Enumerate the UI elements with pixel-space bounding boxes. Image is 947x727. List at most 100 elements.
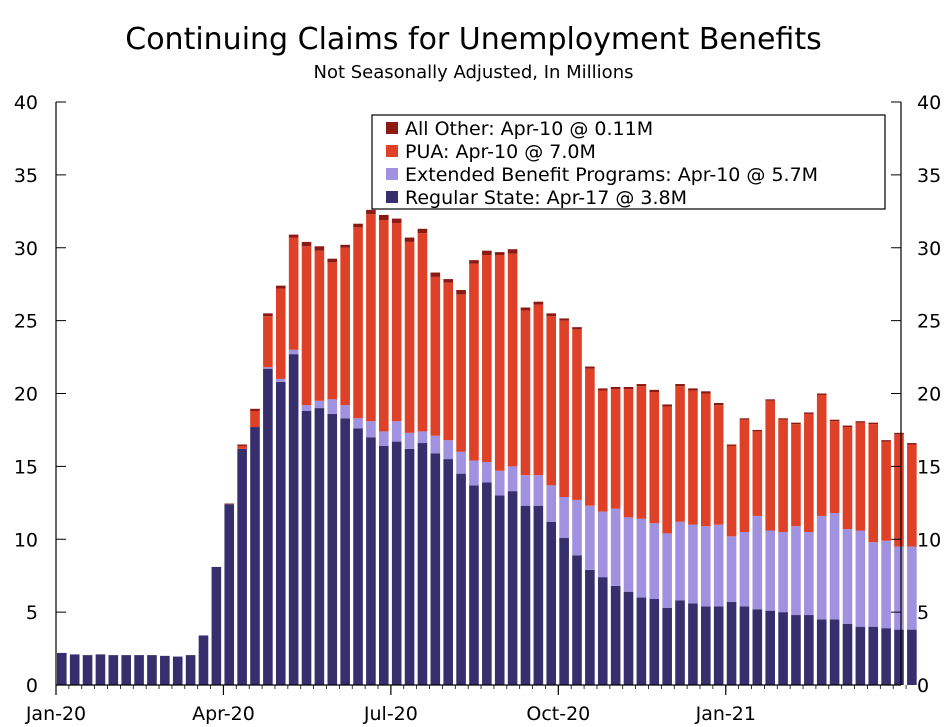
bar-other-20 xyxy=(314,246,325,251)
bar-regular-3 xyxy=(95,654,106,685)
bar-regular-23 xyxy=(353,428,363,685)
bar-regular-5 xyxy=(121,655,131,685)
bar-regular-6 xyxy=(134,655,144,685)
bar-regular-55 xyxy=(765,610,775,685)
bar-pua-32 xyxy=(469,263,479,461)
bar-pua-59 xyxy=(816,394,827,516)
bar-extended-37 xyxy=(533,475,544,506)
bar-regular-62 xyxy=(855,626,866,685)
bars-group xyxy=(57,209,917,686)
bar-extended-58 xyxy=(804,531,814,616)
bar-extended-33 xyxy=(482,462,492,483)
bar-other-32 xyxy=(469,260,479,264)
x-tick-label-3: Oct-20 xyxy=(526,703,590,725)
x-tick-label-1: Apr-20 xyxy=(192,703,255,725)
bar-extended-31 xyxy=(456,451,466,474)
bar-regular-22 xyxy=(340,418,350,685)
bar-regular-19 xyxy=(301,410,312,685)
bar-regular-58 xyxy=(804,615,814,685)
bar-other-53 xyxy=(739,418,750,420)
bar-pua-41 xyxy=(585,368,595,506)
bar-other-36 xyxy=(520,307,531,311)
bar-pua-38 xyxy=(546,316,557,486)
legend-label-extended: Extended Benefit Programs: Apr-10 @ 5.7M xyxy=(405,164,818,186)
bar-other-39 xyxy=(559,318,569,321)
bar-extended-52 xyxy=(726,536,737,602)
bar-extended-34 xyxy=(494,470,505,496)
bar-extended-23 xyxy=(353,418,363,429)
y-tick-label-left-7: 35 xyxy=(14,165,38,187)
bar-extended-18 xyxy=(288,349,299,355)
legend-swatch-extended xyxy=(386,168,398,180)
bar-regular-65 xyxy=(894,629,904,685)
bar-regular-34 xyxy=(494,495,505,685)
bar-extended-55 xyxy=(765,530,775,611)
bar-other-34 xyxy=(494,252,505,256)
bar-extended-42 xyxy=(597,511,608,578)
bar-regular-10 xyxy=(185,655,196,685)
bar-regular-9 xyxy=(172,656,183,685)
chart-subtitle: Not Seasonally Adjusted, In Millions xyxy=(313,62,634,83)
bar-pua-24 xyxy=(366,214,376,422)
bar-other-22 xyxy=(340,244,350,248)
bar-extended-63 xyxy=(868,542,879,627)
bar-pua-28 xyxy=(417,233,428,432)
y-tick-label-left-0: 0 xyxy=(26,675,38,697)
bar-other-27 xyxy=(404,237,415,242)
bar-pua-39 xyxy=(559,320,569,497)
bar-other-49 xyxy=(688,388,698,391)
bar-extended-32 xyxy=(469,460,479,486)
bar-extended-35 xyxy=(507,466,518,492)
bar-regular-25 xyxy=(379,445,389,685)
y-tick-label-right-8: 40 xyxy=(917,92,941,114)
bar-pua-31 xyxy=(456,294,466,452)
bar-regular-56 xyxy=(778,612,788,686)
bar-other-51 xyxy=(713,402,724,406)
bar-other-37 xyxy=(533,301,544,305)
bar-regular-51 xyxy=(713,606,724,685)
bar-regular-57 xyxy=(791,615,801,685)
legend-box xyxy=(371,114,886,210)
bar-other-24 xyxy=(366,209,376,215)
bar-other-47 xyxy=(662,404,672,407)
bar-pua-51 xyxy=(713,405,724,525)
bar-extended-40 xyxy=(572,499,582,556)
bar-pua-33 xyxy=(482,255,492,463)
bar-pua-25 xyxy=(379,220,389,432)
bar-other-18 xyxy=(288,234,299,238)
bar-extended-16 xyxy=(263,367,273,369)
bar-pua-63 xyxy=(868,424,879,543)
bar-extended-59 xyxy=(816,515,827,620)
bar-pua-58 xyxy=(804,413,814,532)
y-tick-label-right-3: 15 xyxy=(917,456,941,478)
y-tick-label-left-3: 15 xyxy=(14,456,38,478)
bar-extended-20 xyxy=(314,400,325,409)
bar-other-43 xyxy=(610,386,621,390)
bar-extended-27 xyxy=(404,432,415,449)
bar-regular-1 xyxy=(69,654,80,685)
y-tick-label-right-6: 30 xyxy=(917,238,941,260)
bar-pua-50 xyxy=(701,393,711,527)
bar-pua-57 xyxy=(791,424,801,527)
y-tick-label-right-5: 25 xyxy=(917,311,941,333)
bar-pua-23 xyxy=(353,227,363,419)
bar-regular-20 xyxy=(314,408,325,685)
bar-other-59 xyxy=(816,393,827,395)
bar-regular-52 xyxy=(726,601,737,685)
bar-regular-14 xyxy=(237,448,247,685)
bar-regular-60 xyxy=(829,619,840,685)
bar-other-54 xyxy=(752,429,763,432)
bar-regular-47 xyxy=(662,607,672,685)
bar-regular-48 xyxy=(675,600,685,685)
bar-pua-27 xyxy=(404,241,415,433)
bar-other-55 xyxy=(765,399,775,401)
bar-other-31 xyxy=(456,290,466,295)
bar-other-60 xyxy=(829,419,840,422)
bar-other-14 xyxy=(237,444,247,446)
bar-extended-62 xyxy=(855,530,866,627)
bar-other-25 xyxy=(379,214,389,221)
bar-other-33 xyxy=(482,250,492,256)
bar-pua-34 xyxy=(494,255,505,471)
legend-label-regular: Regular State: Apr-17 @ 3.8M xyxy=(405,187,687,209)
